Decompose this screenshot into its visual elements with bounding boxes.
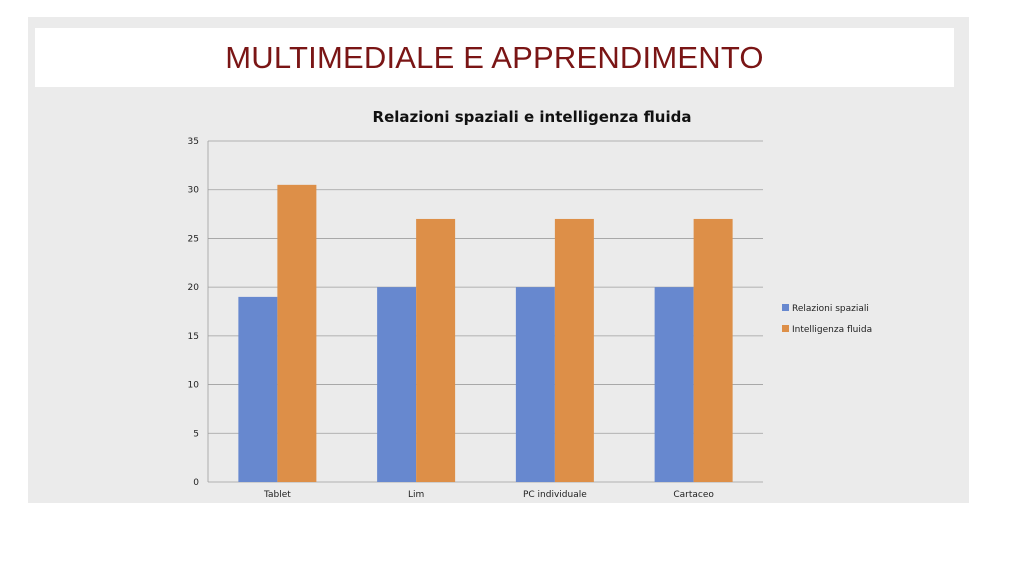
y-tick-label: 35 — [188, 137, 199, 147]
legend: Relazioni spaziali Intelligenza fluida — [782, 304, 872, 335]
y-tick-label: 10 — [188, 381, 200, 391]
y-tick-label: 25 — [188, 234, 199, 244]
legend-label: Intelligenza fluida — [792, 325, 872, 335]
legend-swatch — [782, 304, 789, 311]
bar-cartaceo-series-2 — [693, 218, 733, 482]
x-tick-label: Tablet — [263, 490, 291, 500]
x-tick-label: Lim — [408, 490, 424, 500]
bar-lim-series-1 — [377, 287, 417, 482]
x-tick-label: Cartaceo — [673, 490, 714, 500]
bar-tablet-series-2 — [277, 184, 317, 483]
slide-title: MULTIMEDIALE E APPRENDIMENTO — [225, 40, 764, 75]
y-tick-label: 30 — [188, 186, 200, 196]
y-tick-label: 5 — [193, 429, 199, 439]
x-axis-tick-labels: Tablet Lim PC individuale Cartaceo — [263, 490, 714, 500]
bar-cartaceo-series-1 — [654, 287, 694, 482]
bar-lim-series-2 — [416, 218, 456, 482]
x-tick-label: PC individuale — [523, 490, 587, 500]
title-band: MULTIMEDIALE E APPRENDIMENTO — [35, 28, 954, 87]
bars — [238, 184, 733, 483]
bar-tablet-series-1 — [238, 296, 278, 482]
y-tick-label: 20 — [188, 283, 200, 293]
legend-label: Relazioni spaziali — [792, 304, 869, 314]
bar-pc-individuale-series-1 — [515, 287, 555, 482]
y-tick-label: 15 — [188, 332, 199, 342]
y-axis-tick-labels: 0 5 10 15 20 25 30 35 — [188, 137, 200, 488]
bar-pc-individuale-series-2 — [554, 218, 594, 482]
y-tick-label: 0 — [193, 478, 199, 488]
legend-swatch — [782, 325, 789, 332]
chart-title: Relazioni spaziali e intelligenza fluida — [373, 108, 692, 126]
slide-panel — [28, 17, 969, 503]
